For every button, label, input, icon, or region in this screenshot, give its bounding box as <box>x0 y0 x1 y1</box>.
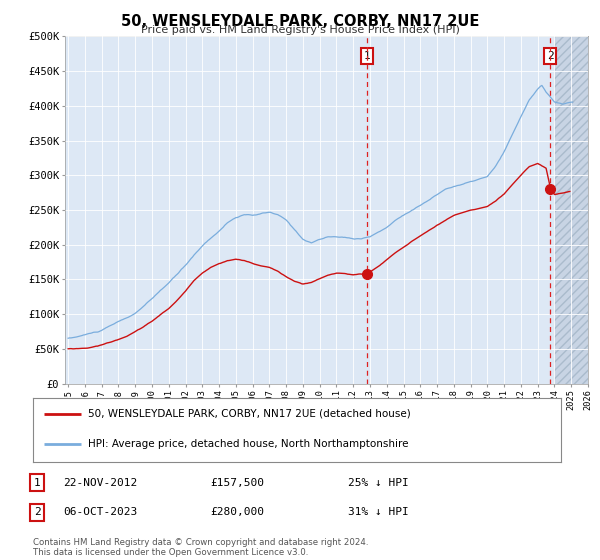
Text: 1: 1 <box>364 51 371 61</box>
Text: HPI: Average price, detached house, North Northamptonshire: HPI: Average price, detached house, Nort… <box>88 439 409 449</box>
Text: 06-OCT-2023: 06-OCT-2023 <box>63 507 137 517</box>
Text: 50, WENSLEYDALE PARK, CORBY, NN17 2UE: 50, WENSLEYDALE PARK, CORBY, NN17 2UE <box>121 14 479 29</box>
Bar <box>554 36 588 384</box>
Text: £157,500: £157,500 <box>210 478 264 488</box>
Text: £280,000: £280,000 <box>210 507 264 517</box>
Text: 2: 2 <box>547 51 554 61</box>
Text: 2: 2 <box>34 507 41 517</box>
Text: Contains HM Land Registry data © Crown copyright and database right 2024.
This d: Contains HM Land Registry data © Crown c… <box>33 538 368 557</box>
Text: 50, WENSLEYDALE PARK, CORBY, NN17 2UE (detached house): 50, WENSLEYDALE PARK, CORBY, NN17 2UE (d… <box>88 409 411 419</box>
Text: 1: 1 <box>34 478 41 488</box>
Text: 25% ↓ HPI: 25% ↓ HPI <box>348 478 409 488</box>
Text: 31% ↓ HPI: 31% ↓ HPI <box>348 507 409 517</box>
Text: Price paid vs. HM Land Registry's House Price Index (HPI): Price paid vs. HM Land Registry's House … <box>140 25 460 35</box>
Text: 22-NOV-2012: 22-NOV-2012 <box>63 478 137 488</box>
